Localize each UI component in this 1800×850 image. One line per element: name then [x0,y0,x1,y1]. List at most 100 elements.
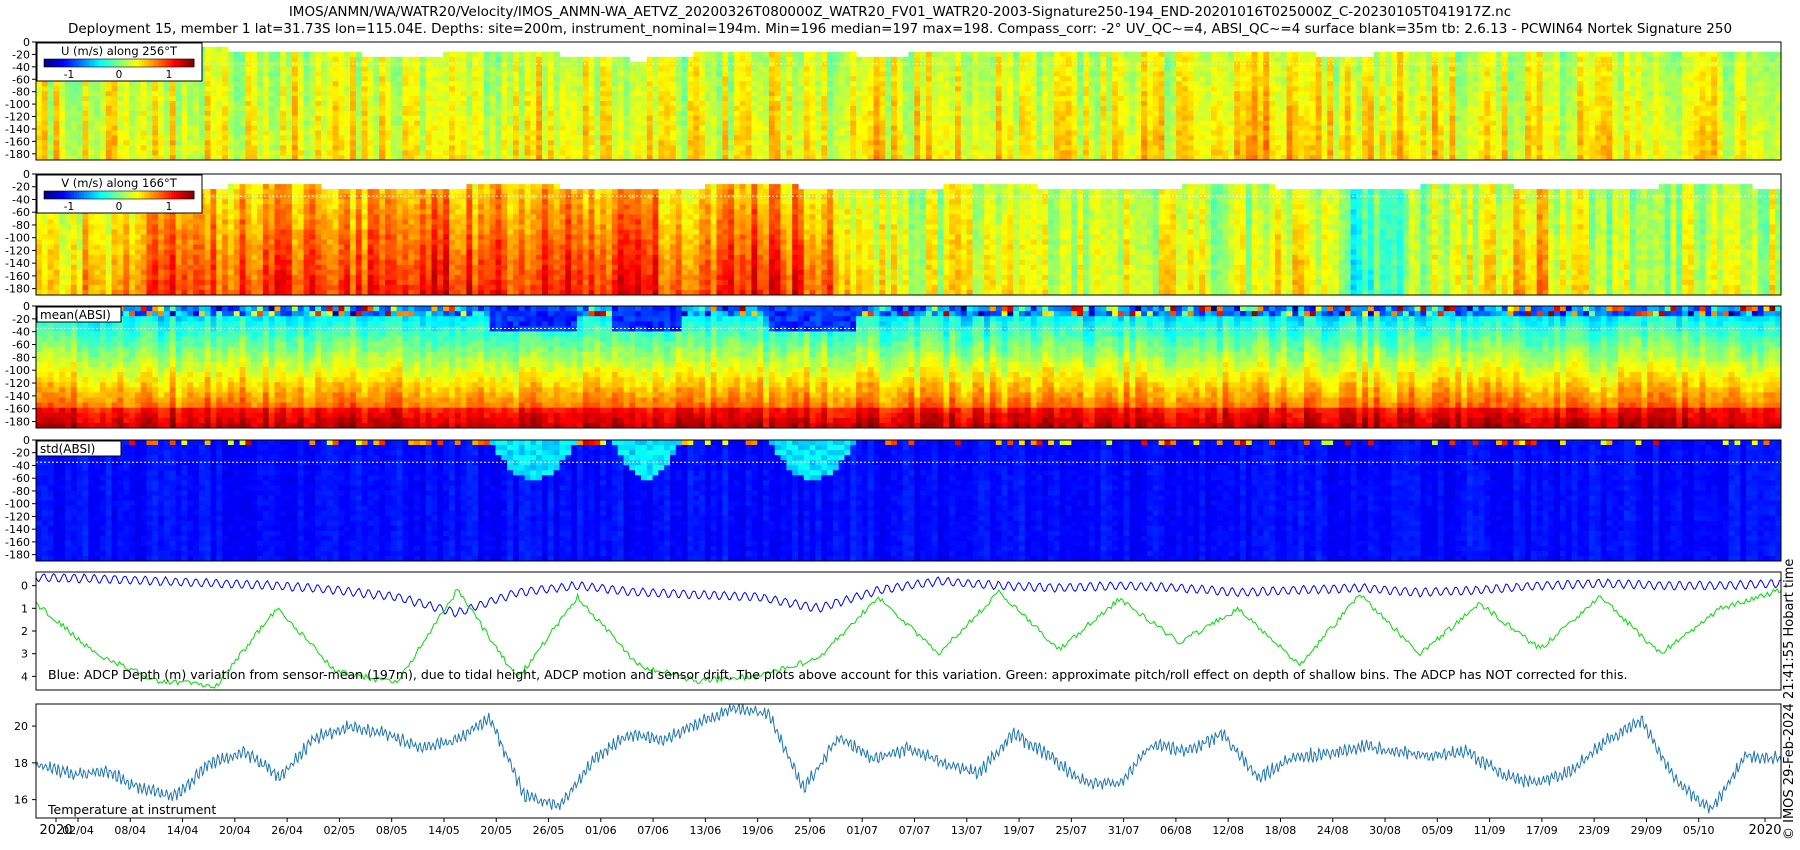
heatmap-cell [1315,145,1323,151]
heatmap-cell [629,135,636,141]
heatmap-cell [600,135,607,141]
heatmap-cell [1117,86,1125,92]
heatmap-cell [914,101,921,107]
heatmap-cell [1338,61,1346,68]
heatmap-cell [553,105,561,112]
heatmap-cell [204,91,212,97]
heatmap-cell [437,135,444,141]
heatmap-cell [675,61,683,68]
heatmap-cell [239,145,247,151]
heatmap-cell [355,120,363,127]
heatmap-cell [495,51,502,58]
heatmap-cell [1199,51,1206,58]
heatmap-cell [36,140,43,146]
heatmap-cell [902,61,910,68]
heatmap-cell [385,101,392,107]
heatmap-cell [425,140,433,146]
heatmap-cell [792,81,799,87]
heatmap-cell [1234,91,1241,97]
heatmap-cell [1135,71,1142,78]
heatmap-cell [803,135,811,141]
heatmap-cell [1013,51,1020,58]
heatmap-cell [1187,145,1195,151]
heatmap-cell [1240,96,1247,102]
heatmap-cell [728,76,735,82]
heatmap-cell [1222,66,1230,73]
heatmap-cell [704,66,712,73]
heatmap-cell [1048,125,1055,132]
heatmap-cell [594,56,601,63]
heatmap-cell [379,91,386,97]
heatmap-cell [117,115,124,122]
heatmap-cell [600,155,607,160]
heatmap-cell [1286,105,1294,112]
heatmap-cell [786,130,793,137]
heatmap-cell [268,76,276,82]
heatmap-cell [891,150,898,156]
heatmap-cell [792,61,799,68]
heatmap-cell [745,130,753,137]
heatmap-cell [1083,86,1090,92]
heatmap-cell [1129,66,1136,73]
heatmap-cell [367,120,375,127]
heatmap-cell [315,81,322,87]
heatmap-cell [41,150,49,156]
heatmap-cell [1170,101,1177,107]
heatmap-cell [268,86,276,92]
heatmap-cell [158,155,165,160]
heatmap-cell [1036,155,1043,160]
heatmap-cell [937,96,945,102]
heatmap-cell [774,120,782,127]
heatmap-cell [1141,61,1148,68]
heatmap-cell [1088,140,1096,146]
heatmap-cell [1071,115,1078,122]
heatmap-cell [547,66,555,73]
heatmap-cell [181,110,188,117]
heatmap-cell [594,81,601,87]
heatmap-cell [687,130,694,137]
heatmap-cell [1216,140,1224,146]
heatmap-cell [1234,120,1241,127]
heatmap-cell [350,155,357,160]
heatmap-cell [1193,130,1200,137]
heatmap-cell [361,71,369,78]
heatmap-cell [891,115,898,122]
heatmap-cell [751,86,758,92]
heatmap-cell [152,125,159,132]
heatmap-cell [210,155,217,160]
heatmap-cell [1263,140,1270,146]
heatmap-cell [518,61,526,68]
heatmap-cell [1193,145,1200,151]
heatmap-cell [257,101,264,107]
heatmap-cell [553,140,561,146]
heatmap-cell [815,76,822,82]
heatmap-cell [1193,76,1200,82]
heatmap-cell [437,125,444,132]
heatmap-cell [763,101,770,107]
heatmap-cell [59,115,66,122]
heatmap-cell [763,135,770,141]
heatmap-cell [414,115,421,122]
heatmap-cell [1275,71,1282,78]
heatmap-cell [1245,56,1253,63]
heatmap-cell [629,110,636,117]
heatmap-cell [1222,150,1230,156]
heatmap-cell [571,145,578,151]
heatmap-cell [949,101,956,107]
heatmap-cell [216,125,223,132]
heatmap-cell [198,86,206,92]
heatmap-cell [437,91,444,97]
heatmap-cell [1117,140,1125,146]
heatmap-cell [699,56,706,63]
heatmap-cell [1368,66,1375,73]
heatmap-cell [1013,61,1020,68]
heatmap-cell [989,61,997,68]
heatmap-cell [169,105,177,112]
heatmap-cell [1211,135,1218,141]
heatmap-cell [1094,61,1102,68]
heatmap-cell [960,145,968,151]
heatmap-cell [454,86,462,92]
heatmap-cell [251,125,258,132]
heatmap-cell [94,81,101,87]
heatmap-cell [355,105,363,112]
